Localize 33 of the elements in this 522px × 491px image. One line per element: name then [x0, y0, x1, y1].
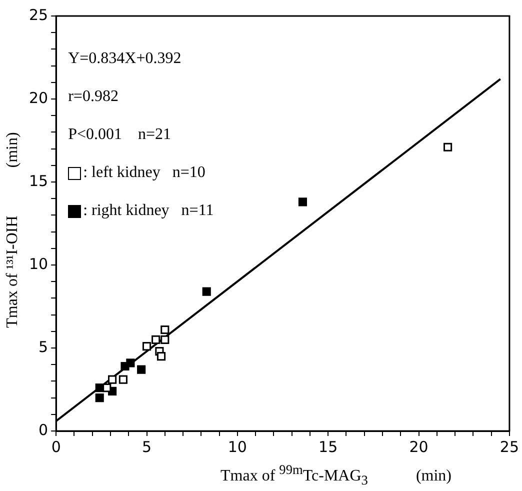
point	[126, 358, 135, 368]
y-tick-label: 20	[28, 88, 48, 107]
y-tick-label: 5	[38, 338, 48, 356]
legend-label: : left kidney n=10	[83, 164, 206, 182]
y-axis-title: Tmax of ¹³¹I-OIH (min)	[4, 132, 22, 328]
point	[202, 287, 211, 296]
point	[156, 352, 166, 361]
point	[152, 335, 160, 344]
annotation: r=0.982	[68, 88, 118, 106]
point	[298, 198, 308, 206]
x-tick-label: 15	[318, 438, 338, 456]
x-tick-label: 25	[500, 438, 520, 456]
point	[444, 142, 452, 152]
x-tick-label: 20	[409, 438, 428, 456]
point	[108, 375, 117, 384]
annotation: Y=0.834X+0.392	[68, 50, 182, 68]
point	[118, 375, 128, 384]
x-tick-label: 0	[51, 438, 61, 456]
legend-label: : right kidney n=11	[83, 202, 214, 220]
y-tick-label: 15	[28, 172, 48, 190]
point	[95, 394, 104, 402]
x-tick-label: 5	[142, 438, 152, 456]
point	[160, 325, 170, 334]
text: Tmax of $^{99m}$Tc-MAG$_{3}$ (min)	[220, 462, 452, 488]
point	[142, 342, 152, 351]
annotation: P<0.001 n=21	[68, 126, 172, 144]
y-tick-label: 10	[28, 254, 48, 273]
point	[137, 365, 146, 374]
point	[102, 384, 112, 392]
x-tick-label: 10	[228, 438, 247, 456]
y-tick-label: 25	[28, 6, 48, 24]
point	[160, 335, 170, 344]
y-tick-label: 0	[38, 420, 48, 439]
